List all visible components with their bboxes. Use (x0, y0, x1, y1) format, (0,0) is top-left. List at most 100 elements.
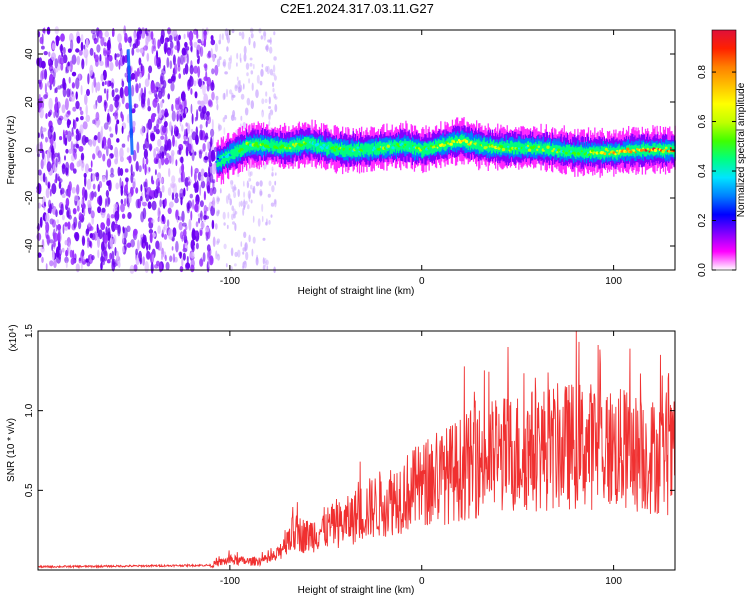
ridge-cell (378, 141, 381, 154)
noise-blob (169, 121, 172, 132)
noise-blob (57, 176, 61, 182)
sparse-blob (231, 213, 234, 220)
ridge-core (663, 148, 666, 152)
noise-blob (61, 104, 66, 114)
ridge-core (667, 149, 671, 153)
sparse-blob (229, 198, 232, 206)
ridge-core (405, 148, 408, 151)
noise-blob (41, 149, 45, 160)
noise-blob (171, 73, 176, 83)
noise-blob (125, 102, 130, 110)
noise-blob (137, 27, 142, 39)
noise-blob (114, 210, 120, 222)
noise-blob (199, 46, 204, 57)
ridge-cell (397, 143, 400, 153)
noise-blob (126, 225, 131, 233)
noise-blob (167, 93, 170, 100)
noise-blob (142, 256, 146, 266)
sparse-blob (274, 172, 277, 176)
noise-blob (129, 264, 135, 274)
sparse-blob (270, 214, 273, 218)
sparse-blob (261, 215, 264, 223)
ridge-core (505, 148, 508, 150)
noise-blob (157, 207, 161, 219)
noise-blob (193, 41, 198, 48)
ridge-core (409, 145, 413, 149)
y-tick-label: 1.0 (24, 403, 35, 417)
ridge-cell (221, 154, 223, 164)
noise-blob (106, 158, 112, 168)
spectrogram-panel: -100 0 100 -40 -20 0 20 40 Height of straight … (6, 25, 676, 297)
noise-blob (171, 246, 174, 251)
ridge-core (287, 144, 290, 147)
noise-blob (151, 254, 155, 263)
noise-blob (80, 251, 84, 261)
noise-blob (171, 175, 176, 184)
noise-blob (210, 136, 213, 148)
noise-blob (157, 39, 161, 49)
noise-blob (120, 198, 124, 205)
noise-blob (124, 85, 130, 97)
sparse-blob (249, 62, 253, 67)
ridge-cell (270, 139, 272, 148)
noise-blob (133, 31, 136, 43)
noise-blob (106, 146, 109, 157)
noise-blob (212, 196, 216, 208)
noise-blob (147, 106, 151, 112)
noise-blob (38, 169, 42, 176)
noise-blob (159, 199, 162, 208)
noise-blob (86, 88, 90, 97)
noise-blob (140, 184, 143, 192)
y-tick-label: 40 (24, 48, 35, 60)
noise-blob (191, 244, 195, 253)
sparse-blob (231, 205, 234, 211)
noise-blob (207, 250, 211, 261)
sparse-blob (271, 185, 275, 193)
sparse-blob (216, 197, 220, 203)
noise-blob (135, 248, 139, 256)
noise-blob (70, 94, 76, 102)
noise-blob (187, 85, 190, 92)
noise-blob (180, 156, 184, 164)
noise-blob (172, 54, 176, 66)
noise-blob (172, 253, 176, 263)
ridge-cell (444, 141, 446, 152)
noise-blob (139, 47, 144, 54)
noise-blob (188, 75, 194, 87)
noise-blob (195, 221, 199, 228)
noise-blob (209, 187, 214, 196)
noise-blob (138, 92, 141, 102)
noise-blob (206, 52, 212, 59)
sparse-blob (249, 171, 253, 176)
sparse-blob (232, 208, 236, 216)
noise-blob (80, 110, 84, 116)
sparse-blob (224, 114, 228, 120)
noise-blob (51, 202, 54, 210)
sparse-blob (234, 223, 237, 231)
noise-blob (78, 145, 84, 152)
ridge-core (367, 147, 370, 151)
noise-blob (60, 203, 64, 215)
noise-blob (213, 161, 217, 170)
sparse-blob (235, 129, 238, 136)
ridge-cell (480, 141, 482, 151)
ridge-core (374, 146, 378, 149)
sparse-blob (243, 45, 247, 55)
noise-blob (171, 103, 174, 112)
noise-blob (76, 160, 81, 168)
ridge-cell (309, 139, 311, 148)
noise-blob (200, 175, 204, 182)
ridge-cell (588, 146, 591, 155)
noise-blob (163, 42, 168, 54)
noise-blob (42, 127, 47, 132)
ridge-cell (401, 141, 403, 153)
sparse-blob (273, 56, 277, 61)
sparse-blob (240, 241, 243, 247)
noise-blob (187, 200, 193, 209)
ridge-cell (373, 145, 375, 155)
noise-blob (179, 54, 185, 65)
noise-blob (47, 111, 52, 118)
noise-blob (63, 47, 66, 55)
noise-blob (188, 218, 192, 231)
noise-blob (167, 49, 171, 57)
